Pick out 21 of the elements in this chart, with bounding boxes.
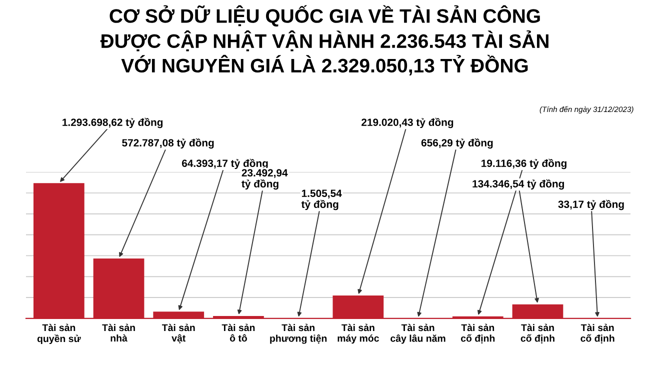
x-tick-label: Tài sản cố định — [460, 324, 495, 344]
x-tick-label: Tài sản máy móc — [338, 324, 379, 344]
x-tick-label: Tài sản cố định — [520, 324, 554, 344]
x-tick-label: Tài sản ô tô — [222, 324, 255, 342]
x-tick-label: Tài sản phương tiện — [270, 324, 327, 344]
chart-title: CƠ SỞ DỮ LIỆU QUỐC GIA VỀ TÀI SẢN CÔNG ĐƯỢC CẬP NHẬT VẬN HÀNH 2.236.543 TÀI SẢN VỚI NGUYÊN GIÁ LÀ 2.329.050,13 TỶ ĐỒNG — [100, 5, 548, 76]
data-label: 134.346,54 tỷ đồng — [472, 179, 564, 190]
data-label: 572.787,08 tỷ đồng — [122, 138, 214, 149]
data-label: 219.020,43 tỷ đồng — [362, 118, 454, 128]
x-tick-label: Tài sản quyền sử — [37, 324, 81, 344]
data-label: 23.492,94 tỷ đồng — [242, 169, 288, 190]
data-label: 33,17 tỷ đồng — [558, 200, 624, 210]
x-tick-label: Tài sản vật — [162, 324, 195, 344]
x-tick-label: Tài sản nhà — [102, 324, 135, 342]
data-label: 1.293.698,62 tỷ đồng — [62, 118, 163, 128]
data-label: 19.116,36 tỷ đồng — [482, 158, 566, 170]
data-label: 656,29 tỷ đồng — [421, 138, 493, 149]
data-label: 64.393,17 tỷ đồng — [182, 158, 268, 170]
data-label: 1.505,54 tỷ đồng — [301, 190, 342, 210]
x-tick-label: Tài sản cây lâu năm — [390, 324, 446, 344]
x-tick-label: Tài sản cố định — [580, 324, 614, 344]
